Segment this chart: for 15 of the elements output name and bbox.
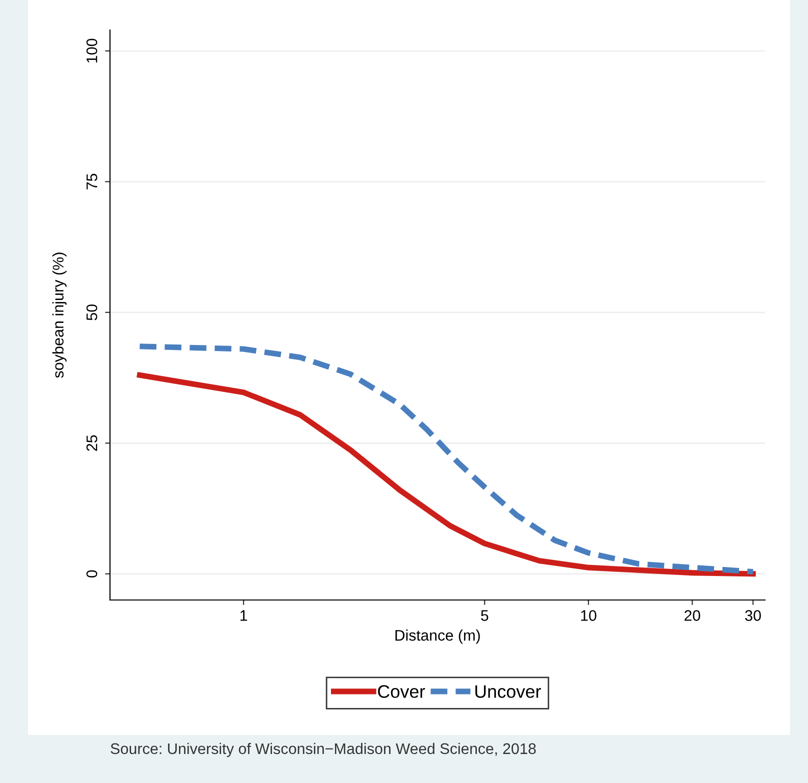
y-tick-label: 0 (86, 570, 98, 578)
source-note: Source: University of Wisconsin−Madison Weed Science, 2018 (110, 742, 536, 758)
x-tick-label: 10 (581, 610, 596, 621)
legend-label: Uncover (475, 685, 541, 698)
x-tick-label: 5 (480, 610, 488, 621)
y-tick-label: 75 (86, 174, 98, 190)
x-axis-title: Distance (m) (395, 630, 480, 644)
y-tick-label: 50 (86, 304, 98, 320)
x-tick-label: 20 (684, 610, 700, 621)
y-tick-label: 100 (86, 38, 98, 62)
y-tick-label: 25 (86, 435, 98, 451)
y-axis-title: soybean injury (%) (52, 252, 67, 378)
legend-label: Cover (378, 685, 425, 698)
x-tick-label: 30 (745, 610, 761, 621)
x-tick-label: 1 (240, 610, 248, 621)
